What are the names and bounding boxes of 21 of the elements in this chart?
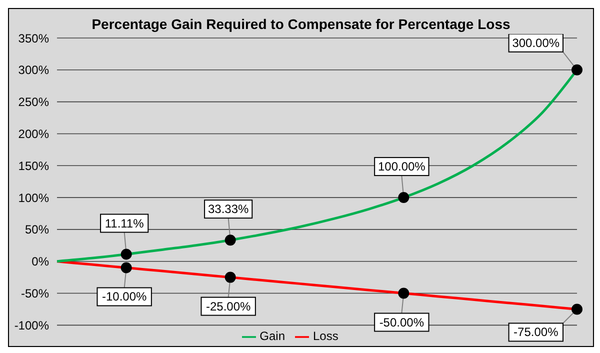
y-tick-label: 350%	[18, 31, 50, 46]
data-label: -25.00%	[206, 299, 252, 314]
y-tick-label: 100%	[18, 190, 50, 205]
chart-title: Percentage Gain Required to Compensate for Percentage Loss	[92, 16, 510, 32]
legend-label: Loss	[313, 329, 338, 344]
y-tick-label: 50%	[24, 222, 50, 237]
data-label: 300.00%	[512, 36, 560, 50]
data-label: 33.33%	[208, 202, 250, 216]
y-tick-label: 250%	[18, 95, 50, 110]
legend-label: Gain	[260, 329, 285, 344]
data-label: -75.00%	[514, 325, 559, 340]
y-tick-label: -100%	[14, 318, 50, 332]
y-tick-label: 150%	[18, 158, 50, 173]
data-label: -10.00%	[102, 290, 148, 304]
y-tick-label: 0%	[32, 254, 50, 269]
y-tick-label: 200%	[18, 126, 50, 141]
y-tick-label: 300%	[18, 63, 50, 78]
data-label: 11.11%	[104, 216, 144, 230]
y-tick-label: -50%	[20, 286, 50, 301]
data-label: -50.00%	[379, 315, 424, 330]
data-label: 100.00%	[378, 160, 426, 174]
